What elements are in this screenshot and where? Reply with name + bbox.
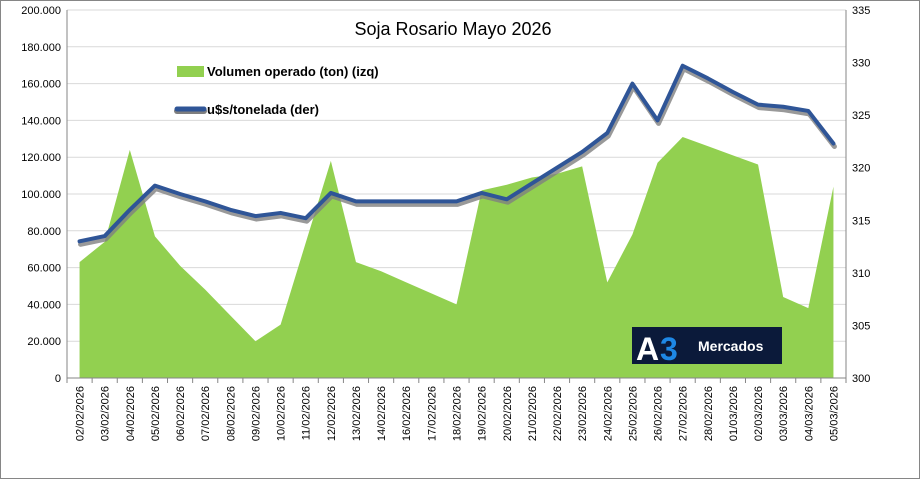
legend-label-volume: Volumen operado (ton) (izq) (207, 64, 379, 79)
left-tick-label: 100.000 (21, 189, 61, 201)
logo-mark-a: A (636, 331, 659, 367)
x-tick-label: 17/02/2026 (426, 386, 438, 441)
price-line-series (77, 63, 837, 247)
x-tick-label: 20/02/2026 (502, 386, 514, 441)
x-tick-label: 01/03/2026 (728, 386, 740, 441)
x-tick-label: 09/02/2026 (250, 386, 262, 441)
volume-area (79, 136, 834, 378)
right-tick-label: 335 (852, 5, 870, 17)
left-tick-label: 180.000 (21, 42, 61, 54)
x-tick-label: 27/02/2026 (678, 386, 690, 441)
x-tick-label: 04/03/2026 (803, 386, 815, 441)
right-axis-ticks: 300 305 310 315 320 325 330 335 (852, 5, 870, 385)
left-tick-label: 80.000 (27, 226, 61, 238)
logo-text: Mercados (698, 338, 764, 354)
right-tick-label: 305 (852, 320, 870, 332)
price-line-shadow (78, 66, 837, 247)
right-tick-label: 320 (852, 163, 870, 175)
x-tick-label: 24/02/2026 (602, 386, 614, 441)
x-tick-label: 21/02/2026 (527, 386, 539, 441)
left-tick-label: 20.000 (27, 336, 61, 348)
x-tick-label: 05/02/2026 (150, 386, 162, 441)
left-tick-label: 120.000 (21, 152, 61, 164)
x-tick-label: 23/02/2026 (577, 386, 589, 441)
legend-swatch-volume (177, 66, 204, 77)
x-tick-label: 03/02/2026 (100, 386, 112, 441)
left-tick-label: 140.000 (21, 115, 61, 127)
price-line (77, 63, 836, 244)
right-tick-label: 330 (852, 58, 870, 70)
x-tick-label: 18/02/2026 (452, 386, 464, 441)
x-tick-label: 22/02/2026 (552, 386, 564, 441)
legend-label-price: u$s/tonelada (der) (207, 102, 319, 117)
left-tick-label: 0 (55, 373, 61, 385)
x-tick-label: 28/02/2026 (703, 386, 715, 441)
logo-mark-3: 3 (660, 331, 678, 367)
x-tick-label: 14/02/2026 (376, 386, 388, 441)
x-tick-label: 05/03/2026 (828, 386, 840, 441)
x-tick-label: 12/02/2026 (326, 386, 338, 441)
x-tick-label: 13/02/2026 (351, 386, 363, 441)
left-tick-label: 160.000 (21, 79, 61, 91)
x-tick-label: 02/03/2026 (753, 386, 765, 441)
x-tick-label: 16/02/2026 (401, 386, 413, 441)
x-tick-label: 08/02/2026 (225, 386, 237, 441)
x-tick-label: 04/02/2026 (125, 386, 137, 441)
x-tick-label: 03/03/2026 (778, 386, 790, 441)
legend: Volumen operado (ton) (izq) u$s/tonelada… (174, 64, 379, 117)
a3-mercados-logo: A 3 Mercados (632, 327, 782, 367)
right-tick-label: 325 (852, 110, 870, 122)
left-tick-label: 200.000 (21, 5, 61, 17)
right-tick-label: 310 (852, 268, 870, 280)
x-tick-label: 02/02/2026 (75, 386, 87, 441)
x-tick-label: 26/02/2026 (653, 386, 665, 441)
x-tick-label: 10/02/2026 (276, 386, 288, 441)
x-tick-label: 06/02/2026 (175, 386, 187, 441)
volume-area-series (79, 136, 834, 378)
left-axis-ticks: 0 20.000 40.000 60.000 80.000 100.000 120.000 1… (21, 5, 61, 385)
chart-title: Soja Rosario Mayo 2026 (354, 19, 551, 39)
right-tick-label: 300 (852, 373, 870, 385)
x-axis-ticks: 02/02/2026 03/02/2026 04/02/2026 05/02/2026… (75, 386, 841, 441)
x-tick-label: 07/02/2026 (200, 386, 212, 441)
axes (66, 10, 847, 383)
x-tick-label: 19/02/2026 (477, 386, 489, 441)
x-tick-label: 25/02/2026 (627, 386, 639, 441)
left-tick-label: 40.000 (27, 299, 61, 311)
x-tick-label: 11/02/2026 (301, 386, 313, 440)
left-tick-label: 60.000 (27, 263, 61, 275)
right-tick-label: 315 (852, 215, 870, 227)
logo-background (632, 327, 782, 364)
